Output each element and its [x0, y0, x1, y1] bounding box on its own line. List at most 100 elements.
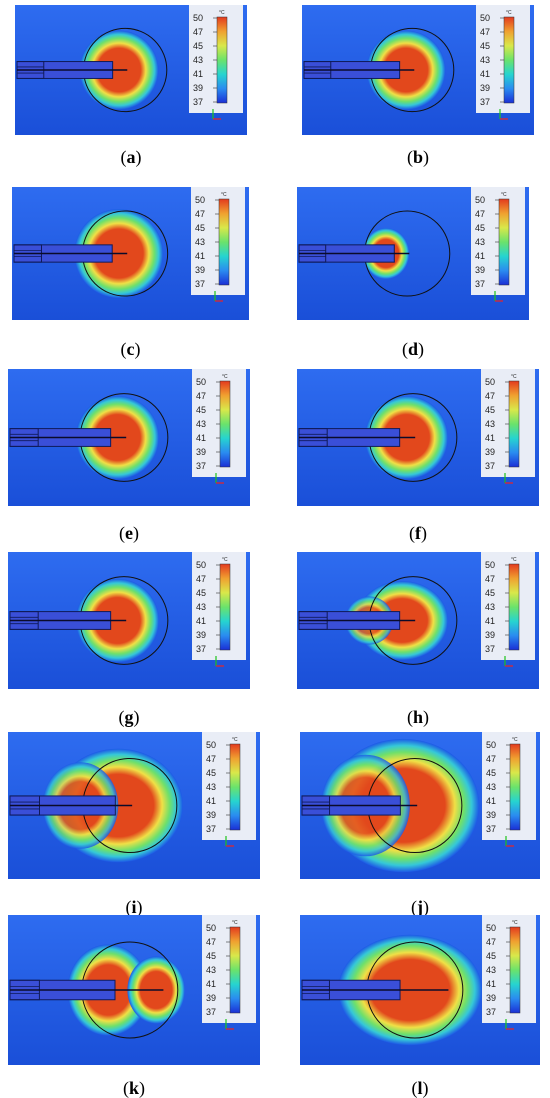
colorbar-tick-label: 39: [485, 447, 495, 457]
thermal-map-i: °C 50 47 45 43 41 39 37: [8, 732, 260, 879]
colorbar: °C 50 47 45 43 41 39 37: [481, 552, 535, 660]
probe: [9, 611, 127, 630]
colorbar-tick-label: 41: [486, 979, 496, 989]
probe: [298, 428, 416, 447]
colorbar-tick-label: 37: [480, 97, 490, 107]
panel-l-image: °C 50 47 45 43 41 39 37: [300, 915, 540, 1065]
colorbar-tick-label: 39: [206, 993, 216, 1003]
colorbar: °C 50 47 45 43 41 39 37: [192, 369, 246, 477]
colorbar-tick-label: 37: [196, 644, 206, 654]
axis-triad-icon: [212, 109, 221, 120]
colorbar-tick-label: 37: [485, 461, 495, 471]
axis-triad-icon: [504, 473, 513, 484]
panel-caption-c: (c): [120, 339, 141, 359]
colorbar-tick-label: 43: [196, 602, 206, 612]
panel-caption-h: (h): [406, 707, 429, 727]
axis-triad-icon: [215, 473, 224, 484]
colorbar-tick-label: 47: [206, 937, 216, 947]
colorbar-tick-label: 45: [480, 41, 490, 51]
colorbar-tick-label: 43: [486, 965, 496, 975]
colorbar-tick-label: 50: [475, 195, 485, 205]
colorbar-tick-label: 45: [486, 768, 496, 778]
panel-caption-a: (a): [120, 147, 142, 167]
panel-h-image: °C 50 47 45 43 41 39 37: [297, 552, 539, 689]
colorbar-tick-label: 37: [486, 1007, 496, 1017]
colorbar-tick-label: 41: [195, 251, 205, 261]
colorbar-tick-label: 39: [196, 630, 206, 640]
panel-b-image: °C 50 47 45 43 41 39 37: [302, 5, 534, 135]
colorbar-tick-label: 45: [193, 41, 203, 51]
axis-triad-icon: [505, 1019, 514, 1030]
colorbar-tick-label: 47: [196, 574, 206, 584]
thermal-map-h: °C 50 47 45 43 41 39 37: [297, 552, 539, 689]
colorbar: °C 50 47 45 43 41 39 37: [189, 5, 243, 113]
colorbar-tick-label: 43: [196, 419, 206, 429]
colorbar-unit: °C: [219, 10, 225, 16]
colorbar-tick-label: 45: [475, 223, 485, 233]
colorbar-tick-label: 45: [486, 951, 496, 961]
colorbar-tick-label: 45: [206, 768, 216, 778]
axis-triad-icon: [505, 836, 514, 847]
panel-i-image: °C 50 47 45 43 41 39 37: [8, 732, 260, 879]
colorbar: °C 50 47 45 43 41 39 37: [192, 552, 246, 660]
colorbar-tick-label: 43: [486, 782, 496, 792]
colorbar-tick-label: 41: [196, 616, 206, 626]
panel-j-image: °C 50 47 45 43 41 39 37: [300, 732, 540, 879]
colorbar-unit: °C: [511, 557, 517, 563]
probe: [9, 428, 127, 447]
panel-caption-i: (i): [125, 897, 143, 917]
colorbar-unit: °C: [232, 737, 238, 743]
thermal-map-b: °C 50 47 45 43 41 39 37: [302, 5, 534, 135]
panel-caption-d: (d): [401, 339, 424, 359]
colorbar: °C 50 47 45 43 41 39 37: [476, 5, 530, 113]
panel-g-image: °C 50 47 45 43 41 39 37: [8, 552, 250, 689]
colorbar-tick-label: 45: [206, 951, 216, 961]
colorbar-unit: °C: [512, 737, 518, 743]
thermal-map-d: °C 50 47 45 43 41 39 37: [297, 187, 529, 320]
colorbar-tick-label: 50: [196, 560, 206, 570]
colorbar-tick-label: 50: [485, 377, 495, 387]
colorbar-tick-label: 39: [485, 630, 495, 640]
colorbar-tick-label: 45: [196, 588, 206, 598]
colorbar-unit: °C: [511, 374, 517, 380]
colorbar-tick-label: 47: [193, 27, 203, 37]
colorbar: °C 50 47 45 43 41 39 37: [202, 732, 256, 840]
colorbar: °C 50 47 45 43 41 39 37: [202, 915, 256, 1023]
panel-d-image: °C 50 47 45 43 41 39 37: [297, 187, 529, 320]
probe: [298, 244, 410, 263]
colorbar-unit: °C: [506, 10, 512, 16]
colorbar-tick-label: 50: [206, 923, 216, 933]
colorbar-tick-label: 47: [480, 27, 490, 37]
colorbar: °C 50 47 45 43 41 39 37: [482, 915, 536, 1023]
colorbar-tick-label: 43: [193, 55, 203, 65]
thermal-map-k: °C 50 47 45 43 41 39 37: [8, 915, 260, 1065]
thermal-map-j: °C 50 47 45 43 41 39 37: [300, 732, 540, 879]
thermal-map-g: °C 50 47 45 43 41 39 37: [8, 552, 250, 689]
colorbar-tick-label: 50: [486, 740, 496, 750]
colorbar-tick-label: 45: [196, 405, 206, 415]
panel-e-image: °C 50 47 45 43 41 39 37: [8, 369, 250, 506]
colorbar-tick-label: 37: [195, 279, 205, 289]
colorbar-unit: °C: [222, 374, 228, 380]
colorbar-unit: °C: [512, 920, 518, 926]
thermal-map-e: °C 50 47 45 43 41 39 37: [8, 369, 250, 506]
colorbar: °C 50 47 45 43 41 39 37: [481, 369, 535, 477]
colorbar-tick-label: 37: [475, 279, 485, 289]
colorbar-tick-label: 50: [485, 560, 495, 570]
panel-caption-j: (j): [411, 897, 429, 917]
colorbar-tick-label: 41: [196, 433, 206, 443]
colorbar-tick-label: 47: [206, 754, 216, 764]
panel-caption-l: (l): [411, 1078, 429, 1098]
probe: [9, 979, 164, 1001]
panel-caption-b: (b): [406, 147, 429, 167]
probe: [16, 61, 128, 79]
colorbar-tick-label: 47: [486, 937, 496, 947]
thermal-map-f: °C 50 47 45 43 41 39 37: [297, 369, 539, 506]
colorbar-tick-label: 47: [196, 391, 206, 401]
probe: [13, 244, 128, 263]
colorbar-tick-label: 41: [480, 69, 490, 79]
colorbar-tick-label: 43: [206, 965, 216, 975]
colorbar-tick-label: 43: [475, 237, 485, 247]
panel-k-image: °C 50 47 45 43 41 39 37: [8, 915, 260, 1065]
colorbar-tick-label: 50: [193, 13, 203, 23]
